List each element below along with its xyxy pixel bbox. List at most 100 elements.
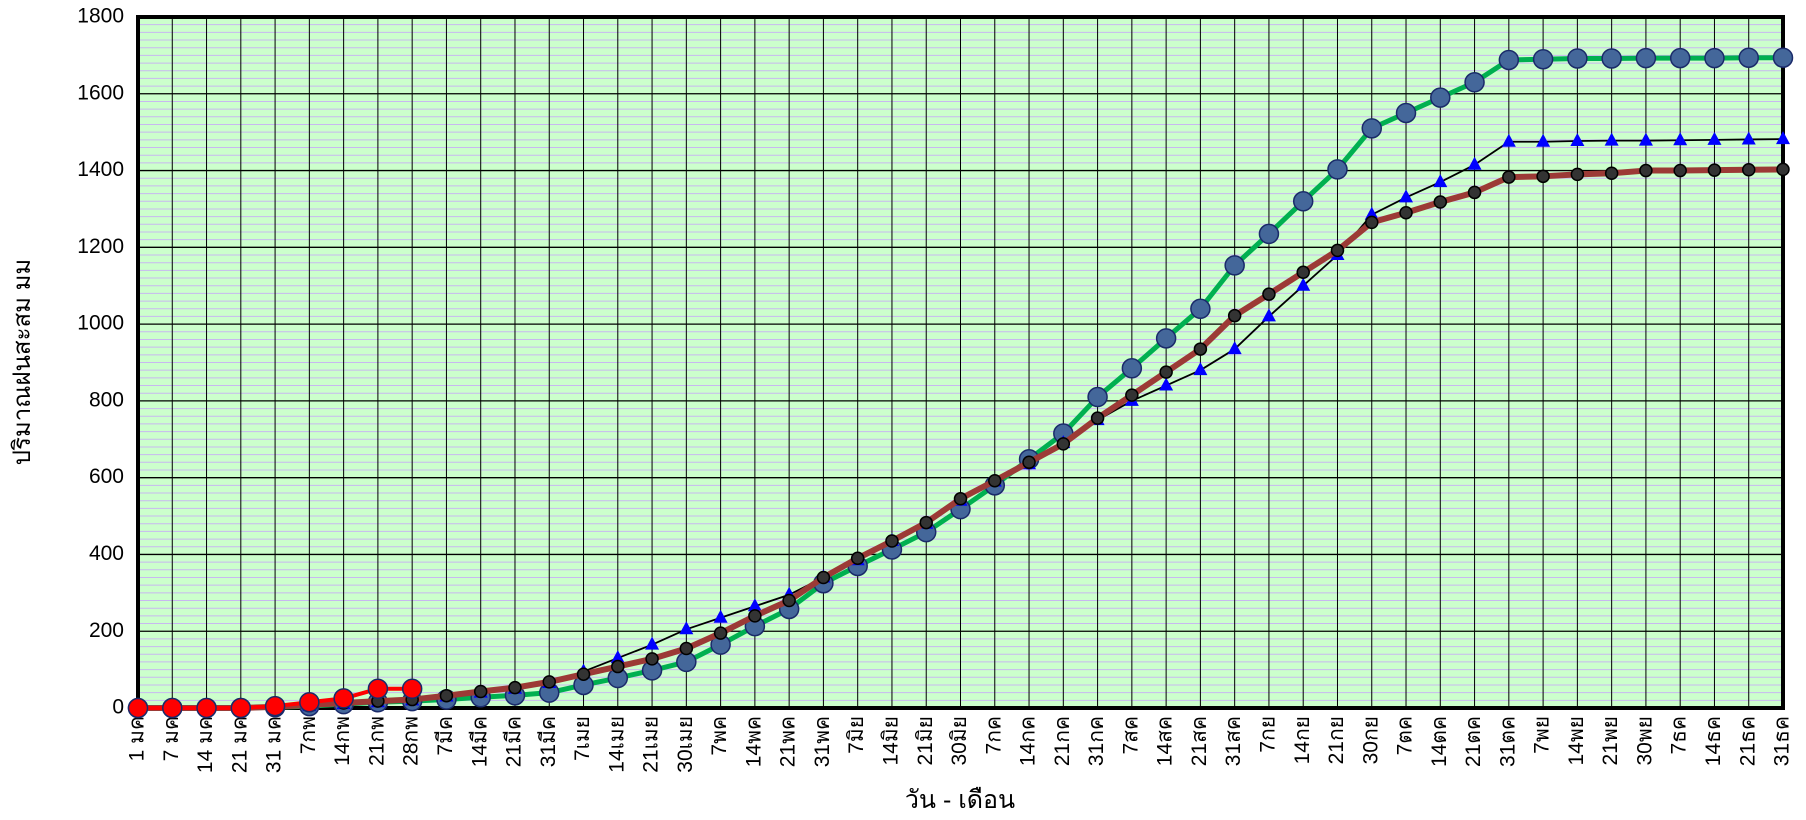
x-tick-label: 14 มค [194, 716, 217, 773]
x-axis-title: วัน - เดือน [905, 786, 1015, 814]
x-tick-label: 31ตค [1496, 716, 1519, 767]
x-tick-label: 30เมย [674, 716, 697, 773]
marker [782, 593, 796, 608]
marker [401, 678, 423, 700]
x-tick-label: 7มิย [845, 716, 868, 754]
x-tick-label: 14พย [1565, 716, 1588, 766]
marker [473, 684, 488, 699]
x-tick-label: 31 มค [263, 716, 286, 773]
marker [1365, 215, 1379, 230]
x-tick-label: 21ธค [1736, 716, 1759, 766]
x-tick-label: 14กย [1291, 716, 1314, 764]
y-tick-label: 400 [89, 542, 124, 565]
marker [1056, 437, 1071, 451]
x-tick-label: 1 มค [126, 716, 149, 761]
x-tick-label: 21พค [777, 716, 800, 767]
marker [1399, 206, 1413, 220]
y-tick-label: 1200 [77, 235, 124, 258]
marker [1639, 163, 1653, 178]
marker [1090, 411, 1105, 425]
x-tick-label: 7กค [982, 716, 1005, 754]
marker [1430, 87, 1451, 108]
x-tick-label: 30พย [1633, 716, 1656, 766]
x-tick-label: 31มีค [537, 716, 560, 767]
x-tick-label: 7พค [708, 716, 731, 756]
y-tick-label: 1600 [77, 81, 124, 104]
x-tick-label: 30มิย [948, 716, 971, 766]
marker [542, 675, 556, 689]
x-tick-label: 21สค [1188, 716, 1211, 766]
marker [1704, 47, 1725, 69]
x-tick-label: 14มิย [880, 716, 903, 766]
marker [919, 515, 933, 530]
x-tick-label: 7พย [1531, 716, 1554, 754]
x-tick-label: 21 มค [228, 716, 251, 773]
marker [1673, 163, 1687, 178]
marker [1327, 159, 1348, 180]
x-tick-label: 14มีค [468, 716, 491, 767]
x-tick-label: 14เมย [605, 716, 628, 773]
marker [1395, 102, 1417, 124]
x-tick-label: 31ธค [1771, 716, 1794, 766]
marker [162, 697, 183, 719]
marker [1567, 48, 1588, 69]
marker [1227, 308, 1242, 323]
marker [1121, 358, 1143, 379]
marker [1536, 133, 1551, 147]
marker [1498, 49, 1520, 71]
marker [1570, 132, 1585, 146]
x-tick-label: 21พย [1599, 716, 1622, 766]
marker [1193, 362, 1208, 376]
x-tick-label: 7สค [1119, 716, 1142, 755]
marker [1022, 455, 1036, 470]
x-tick-label: 21มิย [914, 716, 937, 766]
x-tick-label: 14ตค [1428, 716, 1451, 767]
marker [508, 680, 522, 695]
marker [1502, 170, 1516, 184]
marker [1399, 189, 1414, 203]
marker [1159, 365, 1173, 379]
marker [676, 651, 697, 673]
marker [367, 678, 389, 700]
marker [1776, 162, 1790, 177]
marker [713, 626, 728, 640]
marker [645, 652, 659, 666]
x-tick-label: 21เมย [640, 716, 663, 773]
x-tick-label: 14ธค [1702, 716, 1725, 766]
y-axis-title: ปริมาณฝนสะสม มม [9, 259, 36, 465]
y-tick-label: 1000 [77, 312, 124, 335]
marker [1501, 133, 1516, 147]
x-tick-label: 21กย [1325, 716, 1348, 764]
marker [1467, 185, 1482, 200]
marker [1190, 298, 1211, 320]
y-tick-label: 800 [89, 388, 124, 411]
marker [645, 636, 660, 650]
marker [230, 697, 252, 719]
marker [1467, 156, 1482, 170]
y-tick-label: 1400 [77, 158, 124, 181]
marker [1673, 132, 1688, 146]
x-tick-label: 21มีค [503, 716, 526, 767]
marker [1741, 131, 1756, 145]
marker [885, 534, 899, 548]
y-tick-label: 200 [89, 619, 124, 642]
marker [1604, 132, 1619, 146]
marker [264, 695, 286, 717]
x-tick-label: 7กย [1256, 716, 1279, 753]
marker [1772, 47, 1794, 68]
x-tick-label: 21กพ [365, 716, 388, 766]
marker [610, 650, 625, 664]
x-tick-label: 14กพ [331, 716, 354, 766]
marker [1738, 47, 1759, 68]
x-tick-label: 28กพ [400, 716, 423, 766]
y-tick-label: 1800 [77, 5, 124, 28]
x-tick-label: 31สค [1222, 716, 1245, 766]
marker [1635, 47, 1657, 69]
marker [1464, 72, 1485, 93]
marker [1604, 166, 1619, 180]
x-tick-label: 7มีค [434, 716, 457, 756]
marker [1224, 255, 1245, 276]
x-tick-label: 21กค [1051, 716, 1074, 766]
marker [127, 697, 149, 719]
